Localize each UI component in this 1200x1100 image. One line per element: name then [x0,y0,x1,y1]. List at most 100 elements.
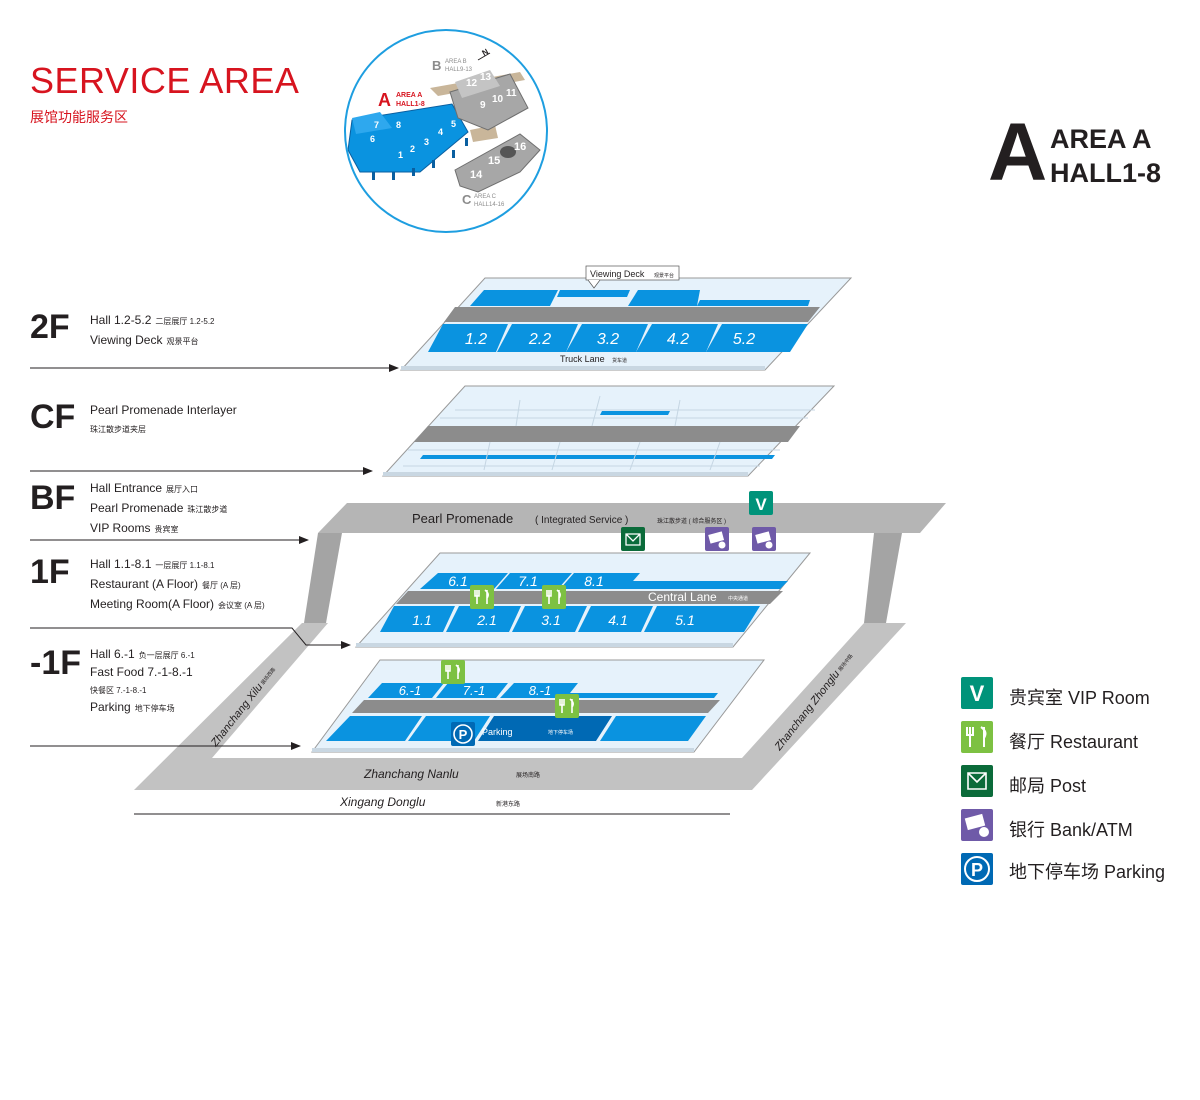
restaurant-icon [542,585,566,609]
road-outer-label-cn: 新港东路 [496,800,520,808]
legend-restaurant-icon [961,721,993,753]
floor-bf-line-1: Hall Entrance [90,481,163,495]
parking-icon-letter: P [459,727,468,742]
floor-1f-line-2-cn: 餐厅 (A 层) [202,581,241,590]
floor-2f-line-2: Viewing Deck [90,333,163,347]
central-lane-band [396,591,783,604]
floor-2f-line-1-cn: 二层展厅 1.2-5.2 [155,317,215,326]
floor-b1-line-1: Hall 6.-1 [90,647,135,661]
legend-vip-letter: V [970,681,985,706]
hall-label-1-1: 1.1 [412,612,431,628]
hall-label-5-1: 5.1 [675,612,694,628]
hall-block-4-2 [636,324,718,352]
floor-1f-line-3-cn: 会议室 (A 层) [218,601,265,610]
hall-label-1-2: 1.2 [465,331,487,348]
overview-hall-5: 5 [451,119,456,129]
pearl-promenade-label: Pearl Promenade [412,511,513,526]
truck-lane-label: Truck Lane [560,354,605,364]
overview-area-c-line2: HALL14-16 [474,202,505,208]
floor-bf-line-3: VIP Rooms [90,521,151,535]
floor-1f-line-1-cn: 一层展厅 1.1-8.1 [155,561,215,570]
floor-2f-line-1: Hall 1.2-5.2 [90,313,152,327]
overview-map: 1 2 3 4 5 6 7 8 9 10 11 12 13 14 15 16 A… [344,29,548,233]
parking-label: Parking [482,727,513,737]
overview-area-b-line1: AREA B [445,59,467,65]
floor-cf-line-2-cn: 珠江散步道夹层 [90,425,146,434]
hall-label-4-1: 4.1 [608,612,627,628]
parking-icon: P [451,722,475,746]
legend-vip-label: 贵宾室 VIP Room [1009,688,1150,708]
hall-label-6-1: 6.1 [448,573,467,589]
hall-label-7-b1: 7.-1 [463,683,485,698]
overview-hall-7: 7 [374,120,379,130]
parking-zone [478,716,612,741]
pearl-promenade-label-cn: 珠江散步道 ( 综合服务区 ) [657,517,726,525]
legend-parking-icon: P [961,853,993,885]
area-badge-name: AREA A [1050,124,1152,154]
overview-hall-1: 1 [398,150,403,160]
bank-icon [705,527,729,551]
road-network [134,503,946,790]
hall-block-2-1 [446,606,521,632]
hall-block-7-b1 [436,683,508,698]
floor-2f-desc: Hall 1.2-5.2 二层展厅 1.2-5.2 Viewing Deck 观景平… [90,311,215,351]
bank-icon [752,527,776,551]
legend-restaurant-label: 餐厅 Restaurant [1009,732,1139,752]
overview-area-b-letter: B [432,58,441,73]
legend-vip-icon: V [961,677,993,709]
hall-block-3-1 [512,606,587,632]
north-arrow-icon [477,52,491,61]
hall-block-5-1 [644,606,760,632]
floor-cf-plan [381,385,836,477]
floor-label-cf: CF [30,398,76,436]
hall-label-3-2: 3.2 [597,331,619,348]
floor-1f-pointer [30,627,351,649]
overview-area-c-letter: C [462,192,472,207]
overview-hall-11: 11 [506,88,517,99]
overview-hall-2: 2 [410,144,415,154]
overview-hall-15: 15 [488,155,500,167]
floor-2f-line-2-cn: 观景平台 [166,337,199,346]
floor-label-b1: -1F [30,644,81,682]
page-title: SERVICE AREA [30,60,300,101]
floor-1f-line-3: Meeting Room(A Floor) [90,597,215,611]
floor-bf-desc: Hall Entrance 展厅入口 Pearl Promenade 珠江散步道 V… [90,479,227,539]
overview-area-b-line2: HALL9-13 [445,67,473,73]
parking-label-cn: 地下停车场 [548,729,573,736]
floor-b1-line-3-cn: 快餐区 7.-1-8.-1 [90,686,147,695]
overview-north-label: N [481,47,491,58]
overview-hall-12: 12 [466,78,478,89]
floor-cf-desc: Pearl Promenade Interlayer 珠江散步道夹层 [90,401,237,439]
floor-label-2f: 2F [30,308,70,346]
overview-area-a-line2: HALL1-8 [396,101,425,108]
floor-bf-line-1-cn: 展厅入口 [166,485,199,494]
page-subtitle: 展馆功能服务区 [30,109,128,125]
restaurant-icon [555,694,579,718]
floor-cf-line-1: Pearl Promenade Interlayer [90,403,237,417]
overview-hall-4: 4 [438,127,443,137]
ground-road-ring [134,623,906,790]
pearl-promenade-band [318,503,946,533]
hall-block-4-1 [578,606,653,632]
road-outer-label: Xingang Donglu [339,795,426,809]
hall-label-8-1: 8.1 [584,573,603,589]
hall-label-8-b1: 8.-1 [529,683,551,698]
floor-label-1f: 1F [30,553,70,591]
legend-parking-letter: P [971,860,983,880]
viewing-deck-label: Viewing Deck [590,269,645,279]
overview-hall-10: 10 [492,94,504,105]
central-lane-label: Central Lane [648,590,717,604]
hall-block-5-2 [706,324,808,352]
floor-2f-plan: 1.2 2.2 3.2 4.2 5.2 Viewing Deck 观景平台 Tr… [399,265,853,371]
legend-parking-label: 地下停车场 Parking [1009,862,1166,882]
road-bottom-label-cn: 展场南路 [516,771,540,779]
truck-lane-label-cn: 货车道 [612,357,627,364]
floor-b1-plan: 6.-1 7.-1 8.-1 Parking 地下停车场 [311,659,766,753]
overview-area-a-line1: AREA A [396,92,422,99]
overview-hall-16: 16 [514,141,526,153]
floor-1f-desc: Hall 1.1-8.1 一层展厅 1.1-8.1 Restaurant (A F… [90,555,265,615]
hall-label-4-2: 4.2 [667,331,689,348]
overview-hall-13: 13 [480,72,492,83]
hall-block-6-b1 [368,683,444,698]
